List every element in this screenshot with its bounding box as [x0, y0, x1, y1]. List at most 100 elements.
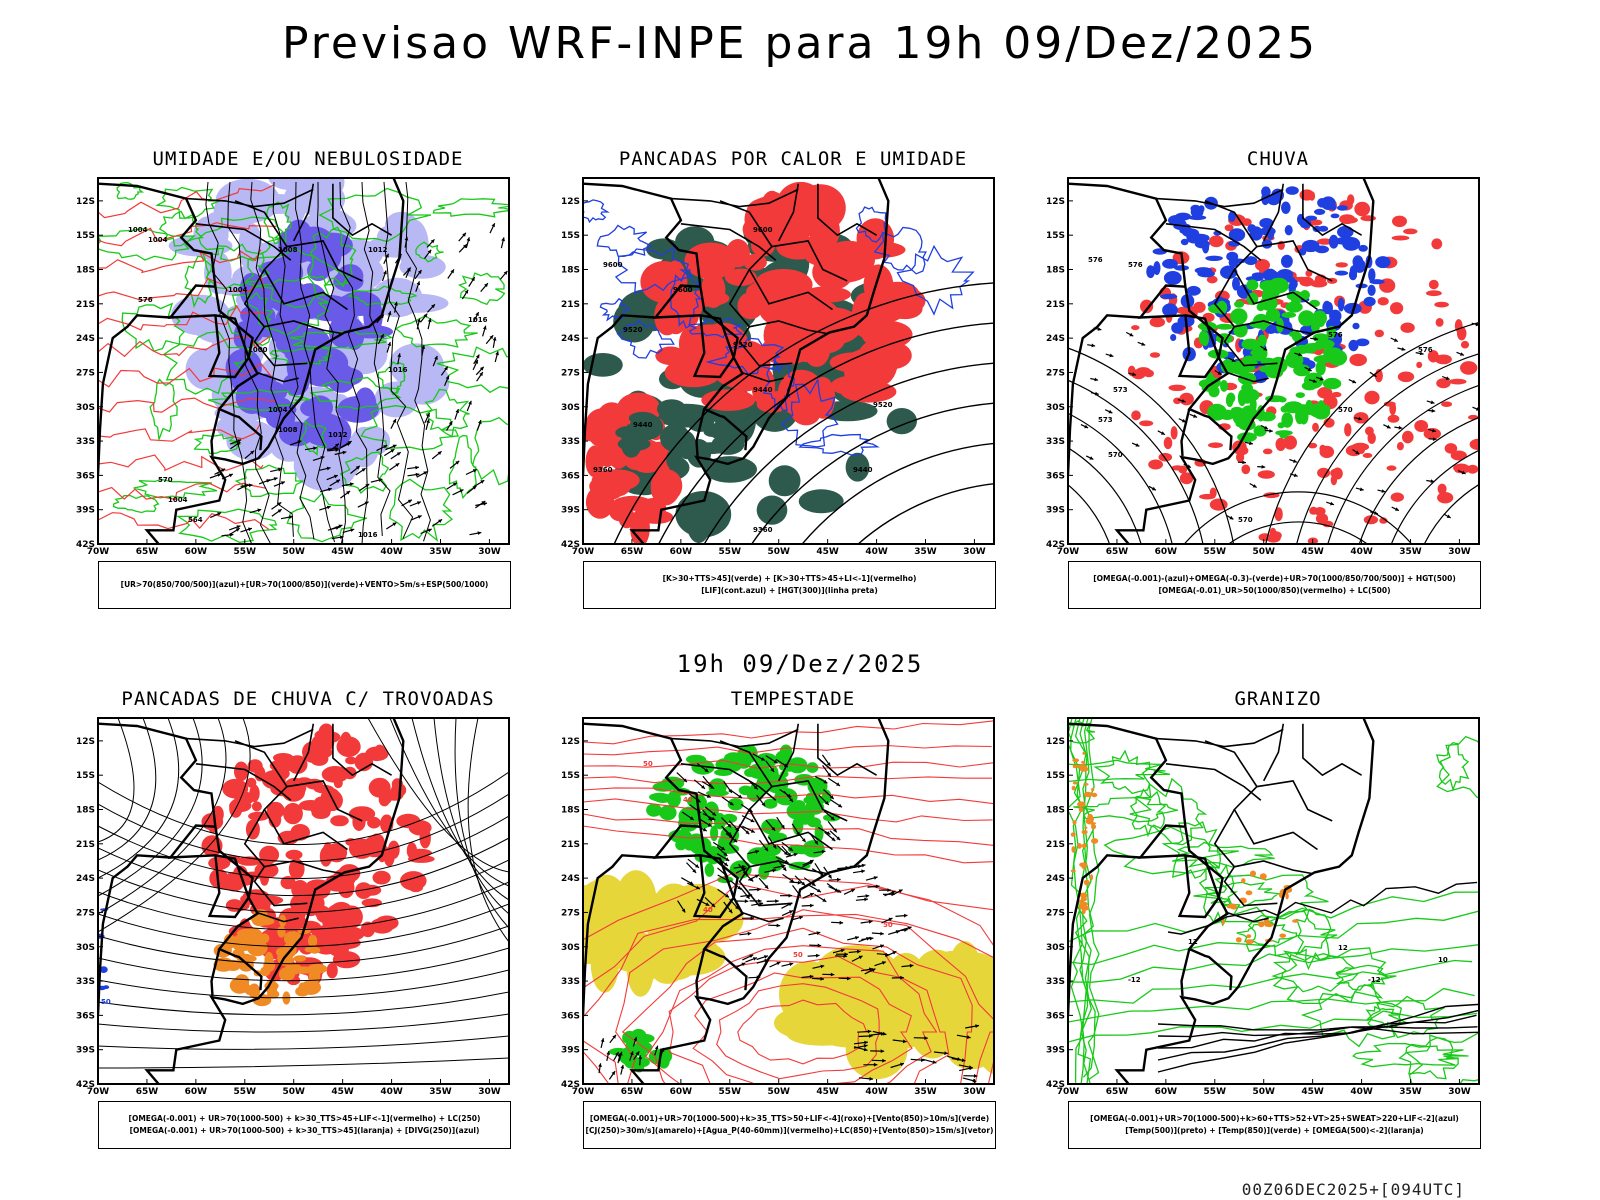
contour-label: 9600 — [753, 226, 773, 234]
state-border — [243, 809, 343, 875]
lat-tick-label: 12S — [1046, 737, 1065, 747]
state-border — [748, 246, 833, 311]
lon-tick-label: 55W — [234, 1087, 257, 1097]
omega500-area — [1221, 870, 1299, 945]
state-border — [1302, 183, 1363, 237]
map-base — [1068, 718, 1479, 1084]
main-title: Previsao WRF-INPE para 19h 09/Dez/2025 — [282, 18, 1318, 69]
map-base — [1068, 186, 1479, 544]
state-border — [1156, 728, 1284, 748]
lat-tick-label: 30S — [1046, 403, 1065, 413]
contour-label: 1008 — [278, 426, 298, 434]
lat-tick-label: 36S — [76, 471, 95, 481]
country-border — [210, 948, 221, 996]
lat-tick-label: 39S — [561, 506, 580, 516]
contour-label: 40 — [683, 796, 693, 804]
panel-title: PANCADAS DE CHUVA C/ TROVOADAS — [121, 688, 495, 710]
lat-tick-label: 18S — [76, 266, 95, 276]
state-border — [817, 723, 878, 777]
plot-frame — [1067, 177, 1480, 545]
country-border — [210, 408, 221, 456]
state-border — [1223, 326, 1278, 367]
geography — [98, 718, 405, 1084]
lat-tick-label: 21S — [561, 840, 580, 850]
contour-label: 1004 — [148, 236, 168, 244]
lon-tick-label: 70W — [572, 1087, 595, 1097]
lat-tick-label: 27S — [561, 908, 580, 918]
lat-tick-label: 42S — [1046, 540, 1065, 550]
lon-tick-label: 45W — [816, 1087, 839, 1097]
state-border — [1213, 269, 1313, 335]
state-border — [234, 200, 363, 282]
lat-tick-label: 12S — [561, 737, 580, 747]
contour-label: 50 — [883, 921, 893, 929]
country-border — [1177, 315, 1220, 379]
lat-tick-label: 18S — [1046, 806, 1065, 816]
contour-label: 9520 — [873, 401, 893, 409]
lon-tick-label: 55W — [719, 1087, 742, 1097]
contour-label: 1016 — [468, 316, 488, 324]
map-tempestade: 50 40 40 50 50 12S 15S 18S 21S 24S 27S 30S 33S 36S 39S… — [561, 717, 995, 1097]
state-border — [1233, 246, 1318, 311]
contour-label: 9520 — [623, 326, 643, 334]
state-border — [1223, 866, 1278, 907]
lat-tick-label: 36S — [561, 471, 580, 481]
lat-tick-label: 39S — [76, 506, 95, 516]
lon-tick-label: 50W — [1252, 547, 1275, 557]
plot-frame — [582, 177, 995, 545]
geography — [98, 178, 405, 544]
state-border — [680, 763, 777, 801]
legend-line: [OMEGA(-0.01)_UR>50(1000/850)(vermelho) … — [1158, 586, 1391, 595]
contour-label: 9600 — [603, 261, 623, 269]
state-border — [256, 371, 299, 383]
map-base — [98, 718, 509, 1069]
contour-label: 1012 — [368, 246, 388, 254]
state-border — [234, 740, 363, 822]
lat-tick-label: 30S — [1046, 943, 1065, 953]
contour-label: 576 — [1328, 331, 1343, 339]
lon-tick-label: 30W — [478, 547, 501, 557]
lon-tick-label: 35W — [914, 1087, 937, 1097]
legend-line: [LIF](cont.azul) + [HGT(300)](linha pret… — [701, 586, 878, 595]
lon-tick-label: 35W — [429, 547, 452, 557]
contour-label: 1004 — [168, 496, 188, 504]
lat-tick-label: 36S — [1046, 471, 1065, 481]
lat-tick-label: 15S — [76, 771, 95, 781]
lat-tick-label: 18S — [561, 806, 580, 816]
lat-tick-label: 36S — [561, 1011, 580, 1021]
lon-tick-label: 50W — [1252, 1087, 1275, 1097]
country-border — [98, 314, 171, 476]
contour-label: 576 — [1418, 346, 1433, 354]
thickness-contours — [98, 184, 277, 530]
lon-tick-label: 65W — [1106, 547, 1129, 557]
country-border — [1180, 948, 1191, 996]
lat-tick-label: 12S — [76, 737, 95, 747]
lon-tick-label: 45W — [1301, 547, 1324, 557]
lon-tick-label: 55W — [1204, 547, 1227, 557]
lat-tick-label: 24S — [76, 874, 95, 884]
lon-tick-label: 40W — [1350, 1087, 1373, 1097]
geography — [1068, 178, 1375, 544]
coastline — [144, 718, 405, 1084]
lat-tick-label: 18S — [561, 266, 580, 276]
contour-label: 50 — [643, 760, 653, 768]
lat-tick-label: 18S — [76, 806, 95, 816]
plot-frame — [97, 717, 510, 1085]
lat-tick-label: 21S — [1046, 840, 1065, 850]
contour-label: 9360 — [753, 526, 773, 534]
legend-line: [OMEGA(-0.001)+UR>70(1000-500)+k>60+TTS>… — [1090, 1114, 1459, 1123]
lon-tick-label: 40W — [865, 1087, 888, 1097]
lat-tick-label: 39S — [1046, 506, 1065, 516]
contour-label: 9600 — [673, 286, 693, 294]
geography — [583, 178, 890, 544]
country-border — [207, 855, 250, 919]
contour-label: 1004 — [128, 226, 148, 234]
lon-tick-label: 35W — [1399, 547, 1422, 557]
lon-tick-label: 50W — [767, 1087, 790, 1097]
state-border — [719, 200, 848, 282]
lat-tick-label: 30S — [76, 943, 95, 953]
wind-vectors — [853, 1024, 980, 1083]
country-border — [695, 408, 706, 456]
lat-tick-label: 15S — [76, 231, 95, 241]
